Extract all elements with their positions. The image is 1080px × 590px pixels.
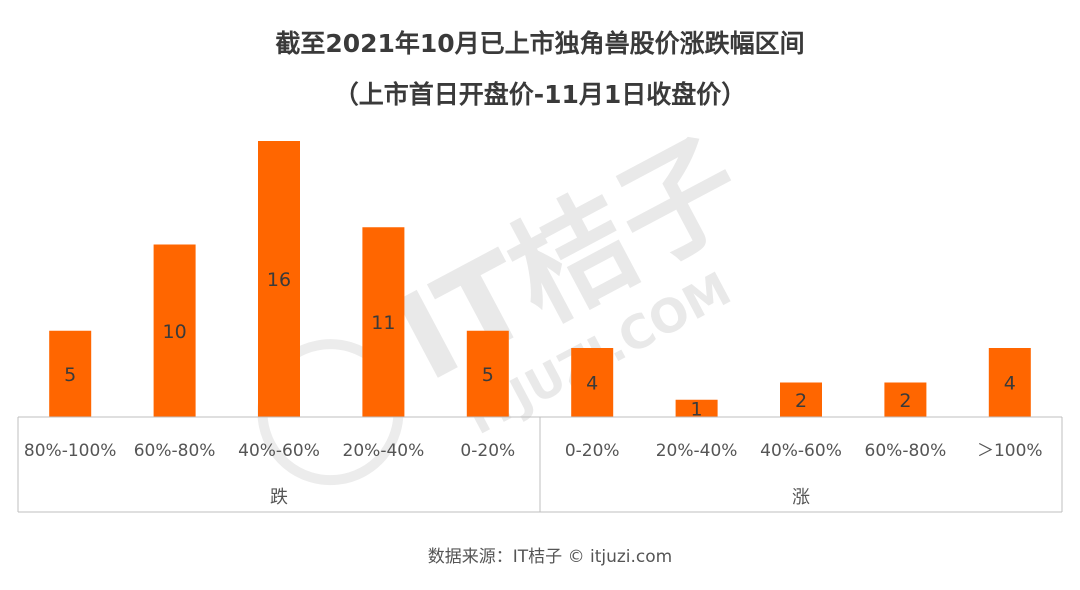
data-label-7: 1 — [691, 398, 703, 420]
x-tick-label-2: 60%-80% — [134, 441, 216, 461]
x-tick-label-5: 0-20% — [460, 441, 515, 461]
data-label-9: 2 — [899, 390, 911, 412]
data-label-5: 5 — [482, 364, 494, 386]
bar-4 — [362, 227, 405, 417]
source-note: 数据来源：IT桔子 © itjuzi.com — [428, 547, 672, 567]
x-tick-label-7: 20%-40% — [656, 441, 738, 461]
group-label-1: 跌 — [270, 487, 288, 508]
bar-3 — [258, 141, 300, 417]
x-tick-label-6: 0-20% — [565, 441, 620, 461]
x-tick-label-9: 60%-80% — [865, 441, 947, 461]
chart-title: 截至2021年10月已上市独角兽股价涨跌幅区间 — [275, 29, 804, 58]
bar-9 — [884, 382, 927, 417]
chart-subtitle: （上市首日开盘价-11月1日收盘价） — [334, 80, 747, 109]
x-tick-label-1: 80%-100% — [24, 441, 117, 461]
data-label-6: 4 — [586, 373, 598, 395]
bar-1 — [49, 330, 92, 417]
x-axis: 80%-100% 60%-80% 40%-60% 20%-40% 0-20% 0-20% 2… — [17, 416, 1063, 513]
x-tick-label-8: 40%-60% — [760, 441, 842, 461]
bar-10 — [988, 348, 1031, 417]
x-tick-label-4: 20%-40% — [343, 441, 425, 461]
data-label-1: 5 — [64, 364, 76, 386]
x-tick-label-10: ＞100% — [977, 441, 1043, 461]
data-label-8: 2 — [795, 390, 807, 412]
bar-2 — [153, 244, 196, 417]
bar-6 — [571, 348, 614, 417]
x-tick-label-3: 40%-60% — [238, 441, 320, 461]
data-label-2: 10 — [163, 321, 187, 343]
data-label-4: 11 — [371, 312, 395, 334]
data-label-3: 16 — [267, 269, 291, 291]
bar-7 — [675, 399, 718, 417]
bars: 5 10 16 11 5 4 1 2 2 4 — [49, 141, 1031, 420]
group-label-2: 涨 — [792, 487, 810, 508]
data-label-10: 4 — [1004, 373, 1016, 395]
bar-8 — [780, 382, 822, 417]
watermark: IT桔子ITJUZI.COM — [257, 114, 765, 486]
bar-5 — [466, 330, 509, 417]
